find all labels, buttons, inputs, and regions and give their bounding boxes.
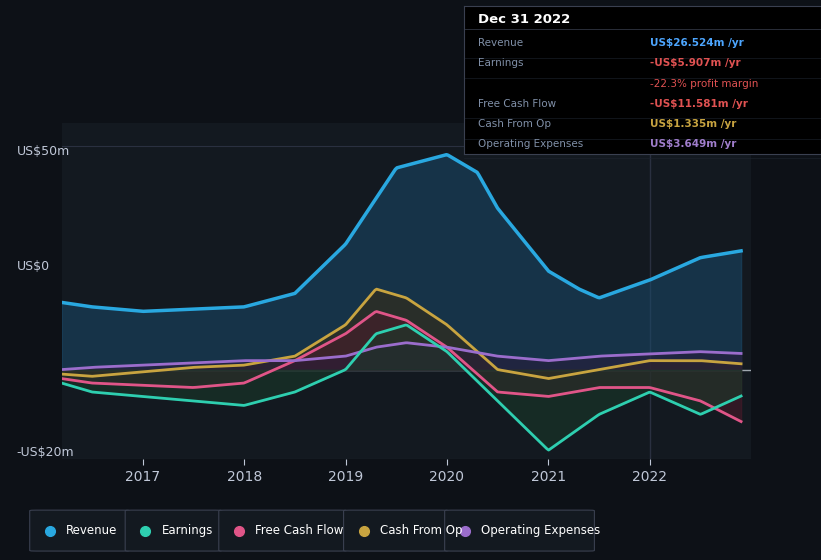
Text: Dec 31 2022: Dec 31 2022: [478, 13, 571, 26]
Text: US$3.649m /yr: US$3.649m /yr: [649, 139, 736, 148]
Text: -US$11.581m /yr: -US$11.581m /yr: [649, 99, 747, 109]
FancyBboxPatch shape: [30, 510, 130, 551]
Text: Earnings: Earnings: [478, 58, 524, 68]
Text: Cash From Op: Cash From Op: [380, 524, 462, 537]
Text: Operating Expenses: Operating Expenses: [478, 139, 584, 148]
Text: Free Cash Flow: Free Cash Flow: [478, 99, 557, 109]
Text: -US$5.907m /yr: -US$5.907m /yr: [649, 58, 741, 68]
Text: Free Cash Flow: Free Cash Flow: [255, 524, 343, 537]
Text: Revenue: Revenue: [478, 38, 523, 48]
Text: -22.3% profit margin: -22.3% profit margin: [649, 80, 758, 89]
FancyBboxPatch shape: [445, 510, 594, 551]
FancyBboxPatch shape: [343, 510, 448, 551]
Text: -US$20m: -US$20m: [16, 446, 75, 459]
Text: US$1.335m /yr: US$1.335m /yr: [649, 119, 736, 129]
Text: US$26.524m /yr: US$26.524m /yr: [649, 38, 743, 48]
FancyBboxPatch shape: [125, 510, 222, 551]
Text: Cash From Op: Cash From Op: [478, 119, 551, 129]
Text: US$0: US$0: [16, 259, 50, 273]
FancyBboxPatch shape: [218, 510, 346, 551]
Text: US$50m: US$50m: [16, 145, 70, 158]
Text: Earnings: Earnings: [162, 524, 213, 537]
Text: Operating Expenses: Operating Expenses: [481, 524, 600, 537]
Text: Revenue: Revenue: [66, 524, 117, 537]
